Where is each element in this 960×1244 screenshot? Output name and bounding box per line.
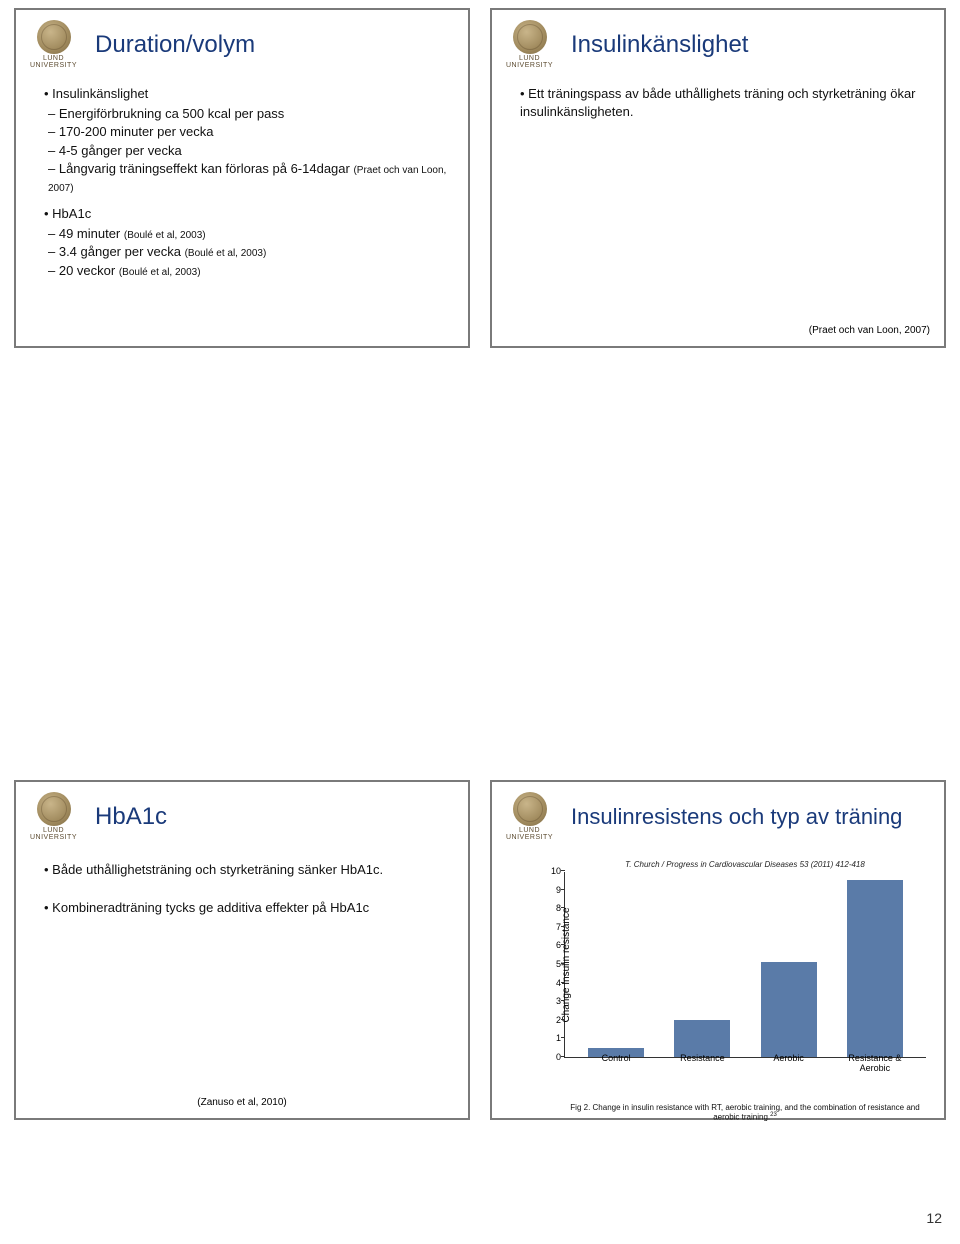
y-tick: 9 [547, 885, 561, 895]
logo-text-1: LUND [43, 827, 64, 834]
slide-insulinresistens-chart: LUND UNIVERSITY Insulinresistens och typ… [490, 780, 946, 1120]
chart-bar [847, 880, 903, 1057]
slide-content: Insulinkänslighet Energiförbrukning ca 5… [30, 85, 454, 279]
lund-logo: LUND UNIVERSITY [506, 792, 553, 841]
sub-item: 49 minuter (Boulé et al, 2003) [48, 225, 454, 243]
chart-source: T. Church / Progress in Cardiovascular D… [564, 860, 926, 869]
y-tick: 0 [547, 1052, 561, 1062]
slide-title: Insulinresistens och typ av träning [571, 804, 902, 829]
crest-icon [513, 792, 547, 826]
bullet-2: Kombineradträning tycks ge additiva effe… [44, 899, 454, 917]
slide-header: LUND UNIVERSITY Duration/volym [30, 20, 454, 69]
chart-bar [674, 1020, 730, 1057]
y-tick: 5 [547, 959, 561, 969]
y-tick: 7 [547, 922, 561, 932]
chart-bars [565, 872, 926, 1057]
logo-text-1: LUND [519, 827, 540, 834]
y-tick: 3 [547, 996, 561, 1006]
sub-item: 170-200 minuter per vecka [48, 123, 454, 141]
slide-title: Duration/volym [95, 31, 255, 59]
slide-header: LUND UNIVERSITY Insulinresistens och typ… [506, 792, 930, 841]
slide-hba1c: LUND UNIVERSITY HbA1c Både uthållighetst… [14, 780, 470, 1120]
lund-logo: LUND UNIVERSITY [30, 792, 77, 841]
bullet-1: Både uthållighetsträning och styrketräni… [44, 861, 454, 879]
slide-duration-volym: LUND UNIVERSITY Duration/volym Insulinkä… [14, 8, 470, 348]
bullet-main: Ett träningspass av både uthållighets tr… [520, 85, 930, 120]
y-tick: 1 [547, 1033, 561, 1043]
logo-text-2: UNIVERSITY [506, 62, 553, 69]
y-tick: 4 [547, 978, 561, 988]
x-tick-label: Aerobic [759, 1053, 819, 1073]
bullet-insulinkanslighet: Insulinkänslighet [44, 85, 454, 103]
x-tick-label: Control [586, 1053, 646, 1073]
sub-item: 3.4 gånger per vecka (Boulé et al, 2003) [48, 243, 454, 261]
x-axis-labels: Control Resistance Aerobic Resistance & Aer… [565, 1053, 926, 1073]
logo-text-1: LUND [43, 55, 64, 62]
footer-citation: (Praet och van Loon, 2007) [809, 325, 930, 336]
logo-text-2: UNIVERSITY [30, 62, 77, 69]
chart-bar [761, 962, 817, 1057]
y-tick: 8 [547, 903, 561, 913]
logo-text-2: UNIVERSITY [506, 834, 553, 841]
chart-plot-area: Change Insulin resistance ControlResista… [564, 872, 926, 1058]
sub-item: Energiförbrukning ca 500 kcal per pass [48, 105, 454, 123]
crest-icon [37, 792, 71, 826]
slide-content: Både uthållighetsträning och styrketräni… [30, 861, 454, 916]
logo-text-1: LUND [519, 55, 540, 62]
sub-item: 20 veckor (Boulé et al, 2003) [48, 262, 454, 280]
sub-item: 4-5 gånger per vecka [48, 142, 454, 160]
crest-icon [37, 20, 71, 54]
slide-header: LUND UNIVERSITY HbA1c [30, 792, 454, 841]
y-tick: 6 [547, 940, 561, 950]
chart-caption: Fig 2. Change in insulin resistance with… [564, 1103, 926, 1122]
slide-title: HbA1c [95, 803, 167, 831]
slide-insulinkanslighet: LUND UNIVERSITY Insulinkänslighet Ett tr… [490, 8, 946, 348]
bullet-hba1c: HbA1c [44, 205, 454, 223]
slide-content: Ett träningspass av både uthållighets tr… [506, 85, 930, 120]
sub-item: Långvarig träningseffekt kan förloras på… [48, 160, 454, 195]
page-number: 12 [926, 1210, 942, 1226]
bar-chart: T. Church / Progress in Cardiovascular D… [564, 860, 926, 1086]
logo-text-2: UNIVERSITY [30, 834, 77, 841]
slide-title: Insulinkänslighet [571, 31, 748, 59]
footer-citation: (Zanuso et al, 2010) [16, 1097, 468, 1108]
lund-logo: LUND UNIVERSITY [30, 20, 77, 69]
lund-logo: LUND UNIVERSITY [506, 20, 553, 69]
y-tick: 2 [547, 1015, 561, 1025]
x-tick-label: Resistance [672, 1053, 732, 1073]
x-tick-label: Resistance & Aerobic [845, 1053, 905, 1073]
crest-icon [513, 20, 547, 54]
slide-header: LUND UNIVERSITY Insulinkänslighet [506, 20, 930, 69]
y-tick: 10 [547, 866, 561, 876]
